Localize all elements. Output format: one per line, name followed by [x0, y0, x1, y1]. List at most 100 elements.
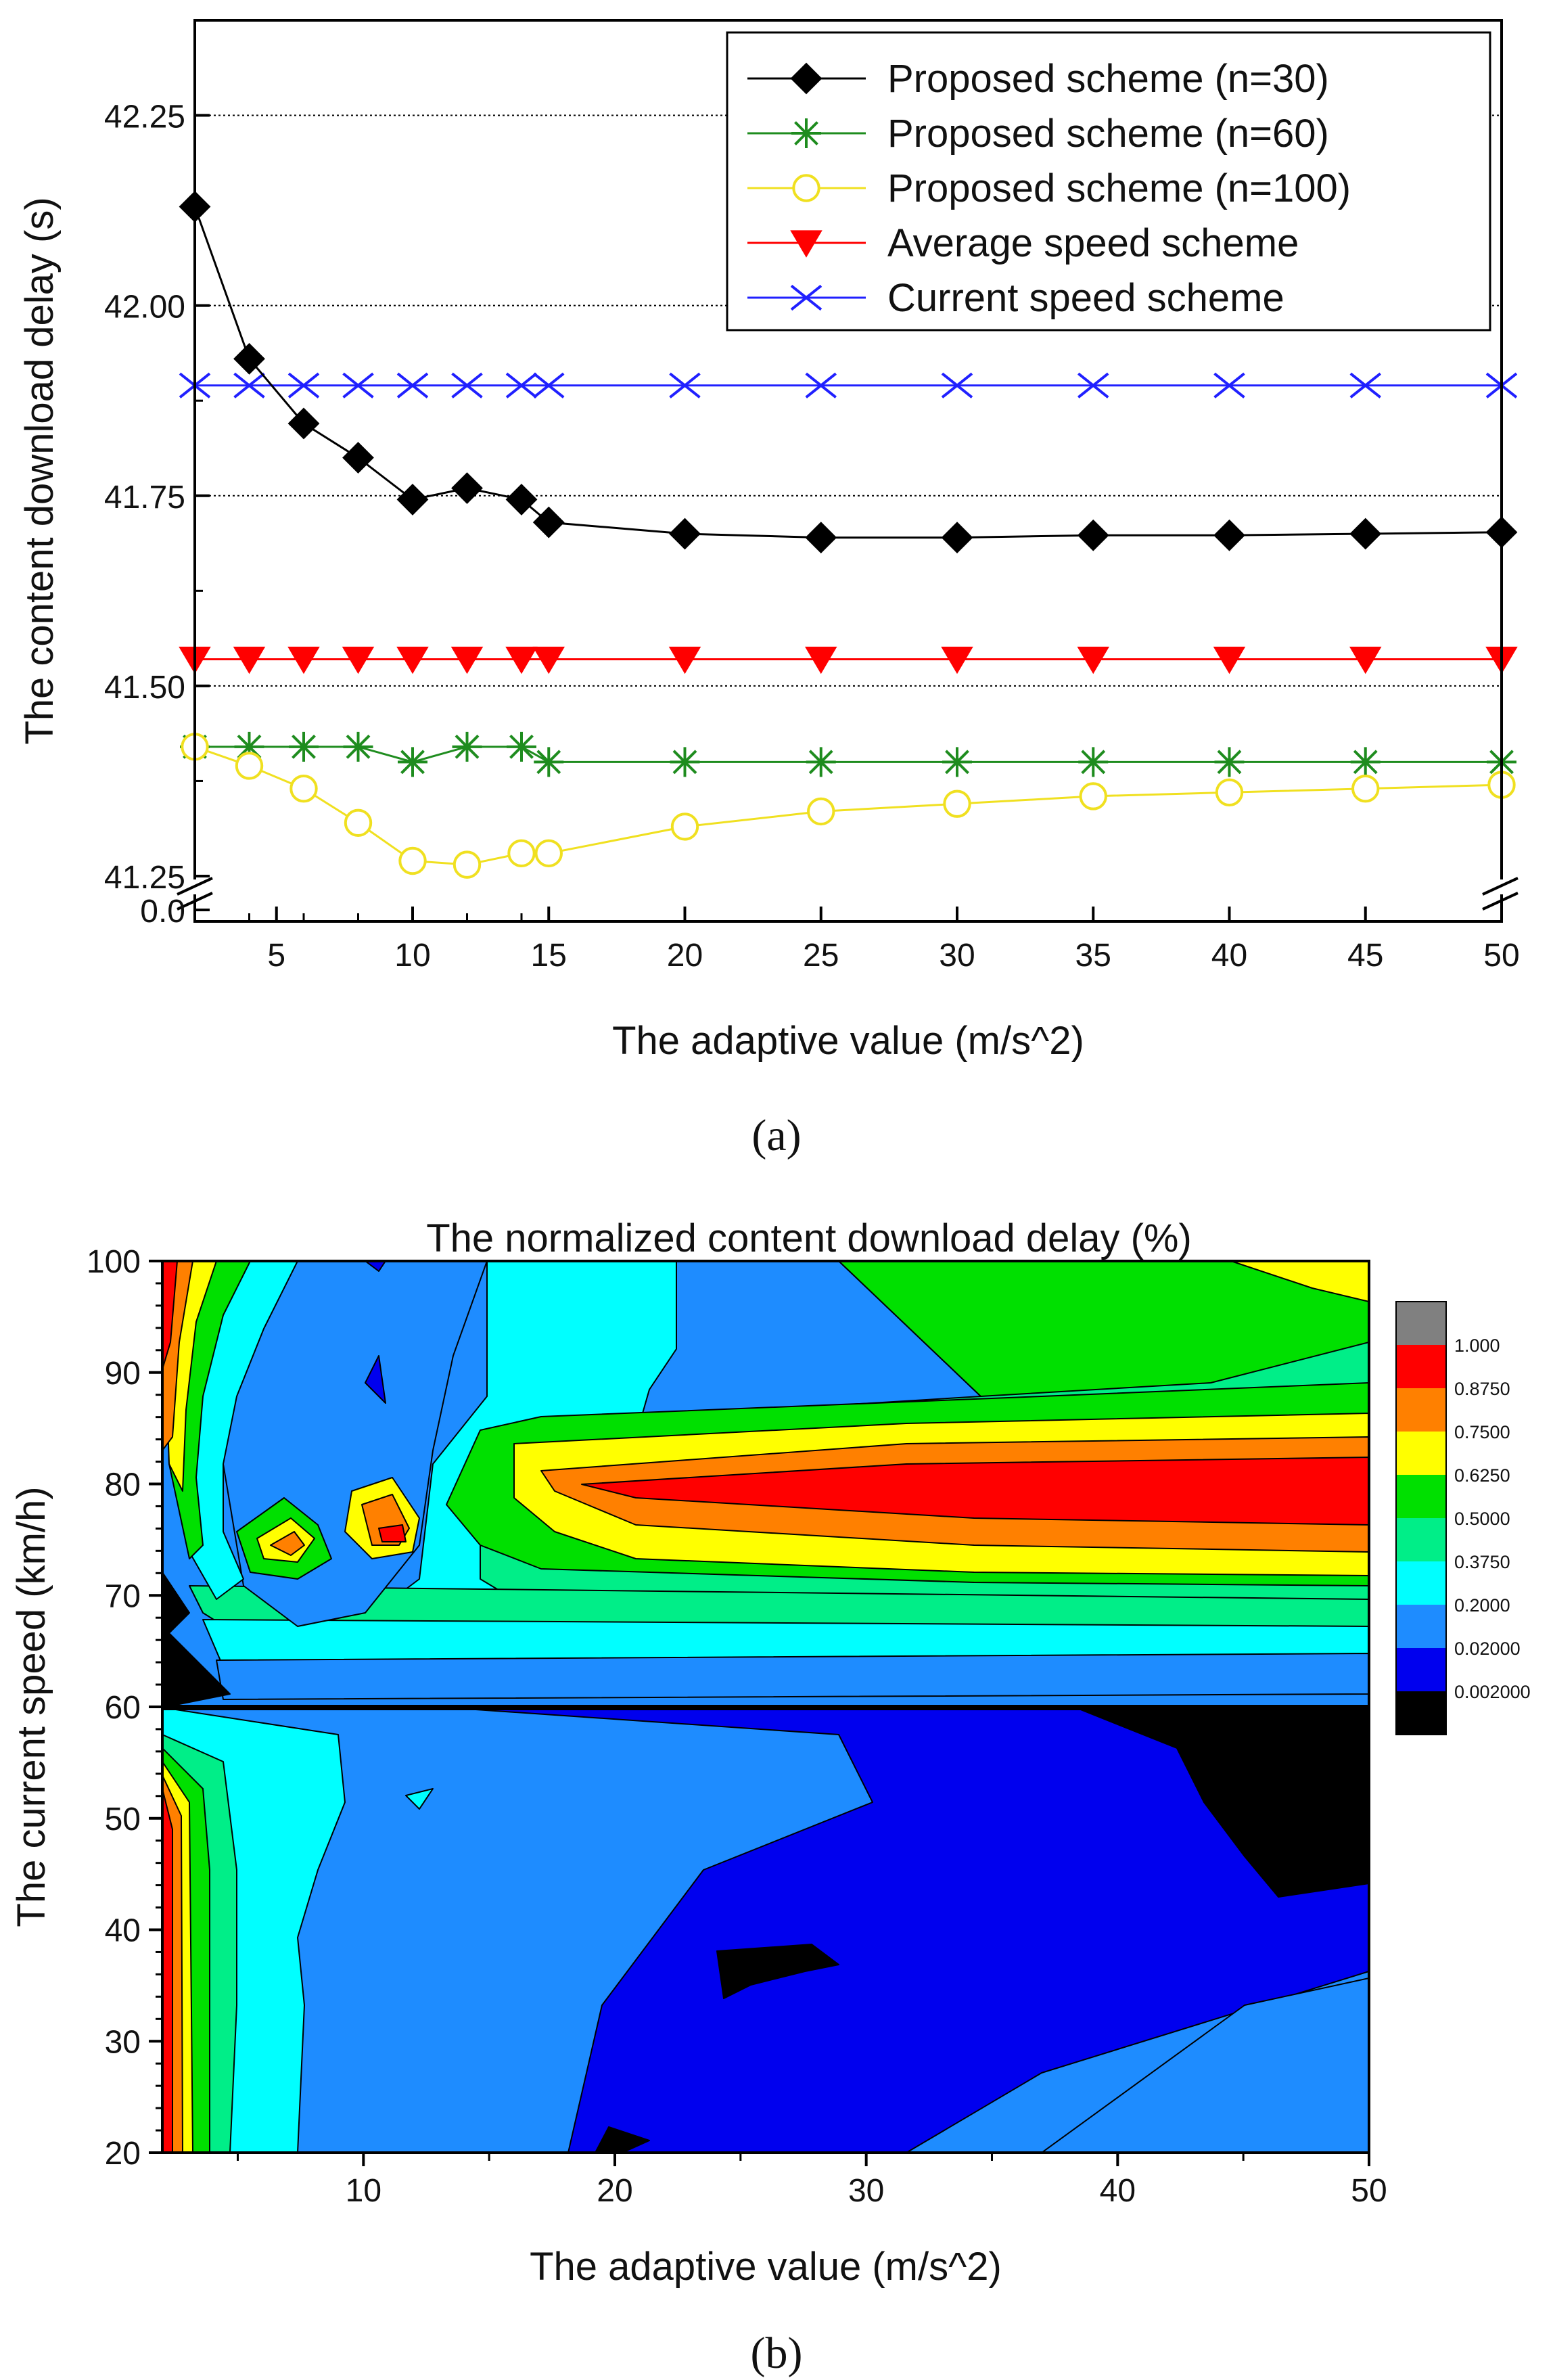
contour-region [162, 1626, 231, 1708]
data-point-diamond [669, 518, 701, 550]
contour-region [270, 1531, 305, 1556]
legend-label: Proposed scheme (n=30) [887, 57, 1329, 101]
x-tick-label: 40 [1211, 938, 1247, 974]
x-tick-label: 10 [346, 2173, 381, 2209]
panel-a-y-axis-title: The content download delay (s) [18, 197, 62, 744]
y-tick-label: 70 [105, 1578, 141, 1614]
data-point-triangle [941, 646, 973, 674]
panel-a-legend: Proposed scheme (n=30) Proposed scheme (n… [726, 31, 1491, 331]
data-point-x [1349, 372, 1381, 398]
contour-region [405, 1788, 434, 1810]
x-tick-label: 20 [667, 938, 703, 974]
colorbar-label: 0.3750 [1454, 1552, 1510, 1572]
legend-label: Average speed scheme [887, 221, 1299, 265]
x-tick-label: 45 [1347, 938, 1383, 974]
x-tick-label: 50 [1351, 2173, 1387, 2209]
panel-b-contour-area [162, 1261, 1369, 2153]
y-tick-label: 42.25 [104, 99, 185, 135]
series-4 [179, 646, 1518, 674]
data-point-star [670, 747, 700, 777]
data-point-triangle [396, 646, 429, 674]
colorbar-swatch [1396, 1345, 1446, 1388]
data-point-x [669, 372, 701, 398]
data-point-triangle [233, 646, 266, 674]
contour-region [162, 1572, 190, 1641]
data-point-diamond [505, 483, 538, 516]
panel-a-axis-break [177, 877, 1519, 911]
contour-region [378, 1524, 407, 1542]
data-point-triangle [450, 646, 484, 674]
panel-a-plot-frame [193, 19, 1503, 923]
data-point-triangle [505, 646, 538, 674]
data-point-star [942, 747, 972, 777]
data-point-circle [1079, 782, 1107, 810]
colorbar-frame [1395, 1301, 1447, 1735]
data-point-diamond [805, 522, 837, 554]
data-point-star [343, 731, 373, 762]
data-point-diamond [532, 506, 565, 539]
legend-label: Proposed scheme (n=100) [887, 166, 1351, 210]
data-point-circle [670, 813, 699, 841]
data-point-star [806, 747, 836, 777]
x-tick-label: 10 [394, 938, 430, 974]
y-tick-label: 0.0 [140, 894, 185, 930]
colorbar-label: 0.8750 [1454, 1379, 1510, 1399]
data-point-diamond [451, 472, 483, 504]
legend-box [726, 31, 1491, 331]
data-point-circle [507, 839, 536, 867]
data-point-circle [289, 774, 318, 803]
data-point-circle [534, 839, 563, 867]
data-point-diamond [1349, 518, 1382, 550]
data-point-triangle [287, 646, 320, 674]
y-tick-label: 40 [105, 1913, 141, 1949]
data-point-diamond [342, 442, 374, 474]
data-point-x [342, 372, 374, 398]
colorbar-label: 0.6250 [1454, 1465, 1510, 1486]
x-tick-label: 30 [939, 938, 975, 974]
data-point-circle [344, 808, 373, 837]
y-tick-label: 60 [105, 1690, 141, 1726]
contour-region [1244, 1856, 1369, 1898]
y-tick-label: 50 [105, 1802, 141, 1837]
contour-region [716, 1944, 839, 1999]
data-point-x [396, 372, 429, 398]
panel-a-ticks: 41.25 41.50 41.75 42.00 42.25 0.0 5 10 15 20 25 30 3… [104, 99, 1520, 974]
data-point-x [941, 372, 973, 398]
colorbar-swatch [1396, 1561, 1446, 1605]
contour-region [162, 1261, 178, 1370]
data-point-diamond [1213, 519, 1245, 551]
data-point-circle [1351, 774, 1380, 803]
x-tick-label: 40 [1100, 2173, 1136, 2209]
data-point-triangle [1349, 646, 1382, 674]
colorbar-swatch [1396, 1388, 1446, 1432]
data-point-star [791, 118, 821, 148]
data-point-x [533, 372, 565, 398]
data-point-star [234, 731, 264, 762]
colorbar-swatch [1396, 1605, 1446, 1648]
data-point-star [1350, 747, 1381, 777]
data-point-x [790, 284, 822, 311]
x-tick-label: 20 [597, 2173, 632, 2209]
panel-b-label: (b) [751, 2329, 803, 2378]
data-point-triangle [342, 646, 375, 674]
x-tick-label: 30 [848, 2173, 884, 2209]
y-tick-label: 41.25 [104, 860, 185, 896]
panel-b-y-axis-title: The current speed (km/h) [9, 1486, 53, 1927]
contour-region [838, 1261, 1369, 1397]
series-5 [179, 372, 1518, 398]
colorbar-swatch [1396, 1691, 1446, 1735]
contour-region [365, 1261, 386, 1272]
y-tick-label: 41.75 [104, 480, 185, 516]
data-point-diamond [941, 522, 973, 554]
panel-b-x-axis-title: The adaptive value (m/s^2) [530, 2245, 1002, 2289]
colorbar-swatch [1396, 1432, 1446, 1475]
data-point-diamond [396, 483, 429, 516]
panel-b-contour-chart: The normalized content download delay (%… [9, 1216, 1531, 2378]
colorbar-swatch [1396, 1475, 1446, 1518]
colorbar-swatch [1396, 1518, 1446, 1561]
data-point-x [805, 372, 837, 398]
legend-label: Proposed scheme (n=60) [887, 112, 1329, 156]
y-tick-label: 20 [105, 2136, 141, 2172]
colorbar-label: 0.002000 [1454, 1682, 1531, 1702]
contour-region [581, 1457, 1369, 1526]
